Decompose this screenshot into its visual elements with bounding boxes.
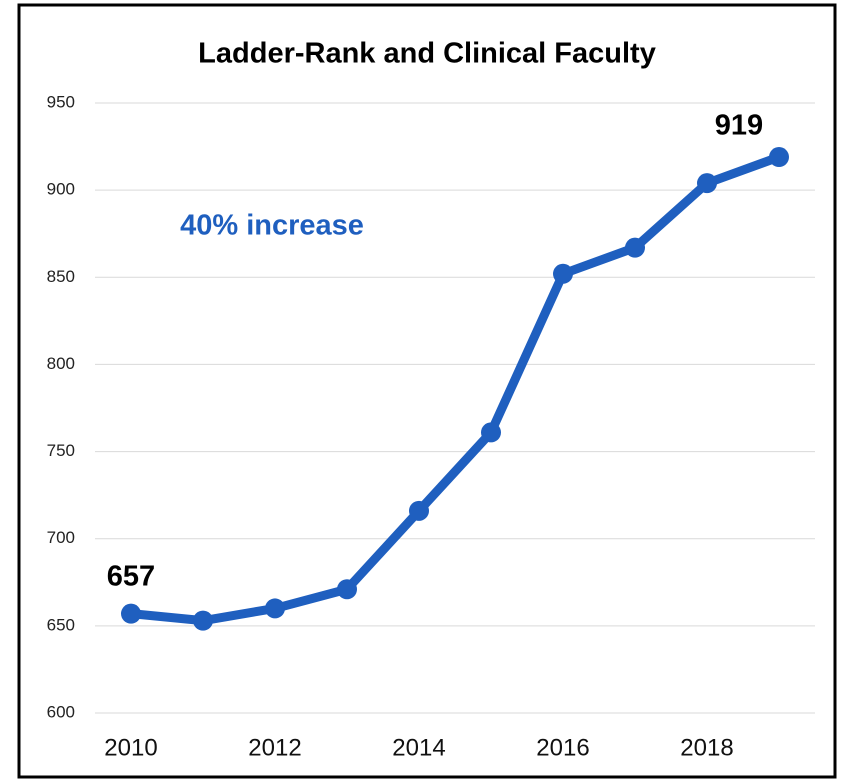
y-tick-label: 950: [47, 92, 75, 111]
x-tick-label: 2012: [248, 734, 301, 761]
data-point: [625, 237, 645, 258]
y-tick-label: 600: [47, 702, 75, 721]
data-point: [337, 579, 357, 600]
data-point: [769, 147, 789, 168]
y-tick-label: 750: [47, 441, 75, 460]
x-tick-label: 2018: [680, 734, 733, 761]
data-label: 657: [107, 560, 155, 592]
annotation: 40% increase: [180, 210, 364, 242]
y-tick-label: 800: [47, 354, 75, 373]
x-tick-label: 2010: [104, 734, 157, 761]
x-tick-label: 2016: [536, 734, 589, 761]
y-tick-label: 850: [47, 267, 75, 286]
y-tick-label: 700: [47, 528, 75, 547]
data-point: [409, 500, 429, 521]
y-tick-label: 650: [47, 615, 75, 634]
data-point: [265, 598, 285, 619]
y-tick-label: 900: [47, 180, 75, 199]
data-point: [481, 422, 501, 443]
x-tick-label: 2014: [392, 734, 445, 761]
data-line: [130, 152, 781, 626]
data-point: [193, 610, 213, 631]
chart-frame: [17, 3, 837, 779]
data-point: [553, 263, 573, 284]
data-point: [121, 603, 141, 624]
chart-title: Ladder-Rank and Clinical Faculty: [198, 38, 656, 70]
data-point: [697, 173, 717, 194]
data-label: 919: [715, 110, 763, 142]
